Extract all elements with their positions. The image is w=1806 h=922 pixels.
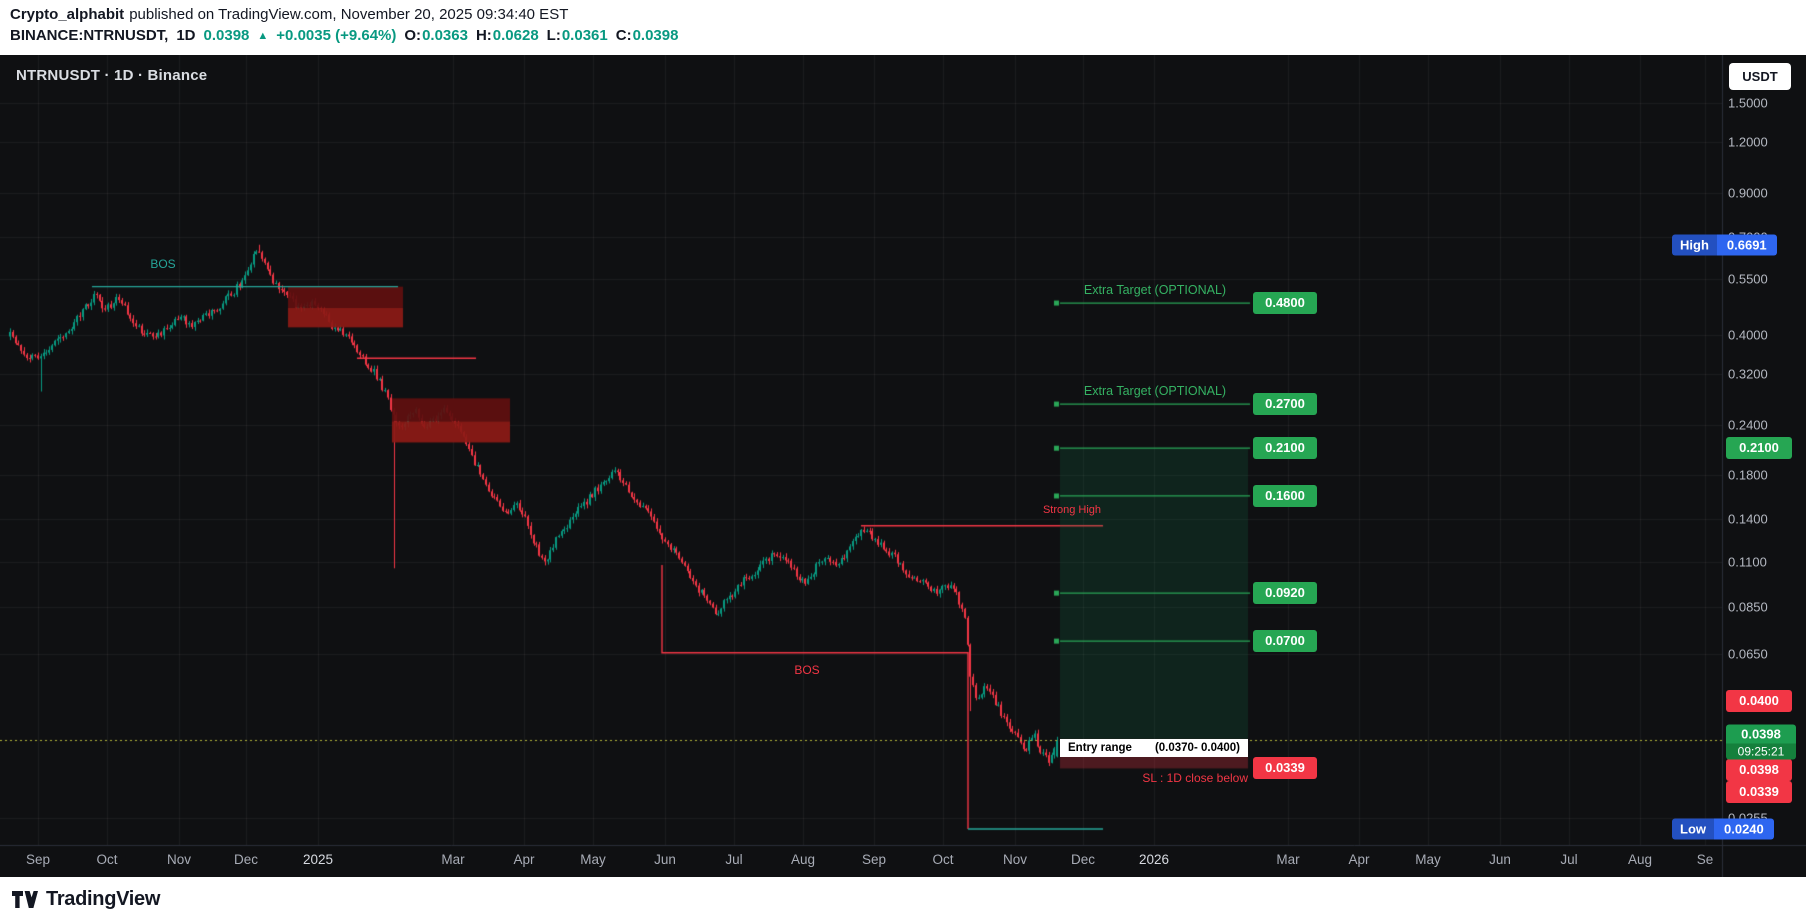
interval-label: 1D (176, 27, 196, 44)
time-axis-tick: Nov (166, 852, 192, 867)
candlestick-chart-canvas[interactable] (0, 55, 1806, 877)
time-axis-tick: Mar (1276, 852, 1300, 867)
price-axis-tick: 0.5500 (1728, 271, 1768, 287)
page-footer: TradingView (0, 877, 1806, 922)
range-low-label: Low 0.0240 (1672, 818, 1774, 840)
time-axis-tick: May (1415, 852, 1441, 867)
publish-header: Crypto_alphabit published on TradingView.… (0, 0, 1806, 55)
time-axis-tick: Aug (790, 852, 816, 867)
axis-price-label: 0.0398 (1726, 759, 1792, 782)
target-price-label[interactable]: 0.2700 (1253, 393, 1317, 416)
price-axis-tick: 0.2400 (1728, 417, 1768, 433)
time-axis-tick: Se (1696, 852, 1714, 867)
currency-toggle-button[interactable]: USDT (1729, 63, 1791, 90)
time-axis-tick: Jul (725, 852, 743, 867)
ohlc-close: C:0.0398 (615, 27, 679, 44)
price-axis-tick: 0.3200 (1728, 366, 1768, 382)
time-axis-tick: Mar (441, 852, 465, 867)
price-axis-tick: 0.4000 (1728, 327, 1768, 343)
axis-price-label: 0.0339 (1726, 781, 1792, 804)
time-axis-tick: Oct (932, 852, 954, 867)
published-text: published on TradingView.com, November 2… (129, 6, 569, 23)
time-axis-tick: Dec (233, 852, 259, 867)
time-axis-tick: Jul (1560, 852, 1578, 867)
time-axis-tick: Dec (1070, 852, 1096, 867)
chart-area[interactable]: NTRNUSDT · 1D · Binance USDT 1.5000 1.200… (0, 55, 1806, 877)
range-low-label-value: 0.0240 (1714, 818, 1774, 840)
last-price-value: 0.0398 (203, 27, 250, 44)
symbol-title: NTRNUSDT · 1D · Binance (16, 67, 208, 84)
tradingview-wordmark[interactable]: TradingView (46, 888, 161, 910)
range-high-label: High 0.6691 (1672, 234, 1777, 256)
entry-range-values: (0.0370- 0.0400) (1154, 742, 1240, 755)
current-price-value: 0.0398 (1726, 724, 1796, 744)
time-axis-tick: May (580, 852, 606, 867)
time-axis-tick: Jun (1489, 852, 1511, 867)
bos-label: BOS (150, 256, 176, 271)
entry-range-title: Entry range (1068, 742, 1132, 755)
stop-price-label[interactable]: 0.0339 (1253, 757, 1317, 780)
current-price-axis-label: 0.0398 09:25:21 (1726, 724, 1796, 760)
bos-label: BOS (794, 662, 820, 677)
price-change-value: +0.0035 (+9.64%) (276, 27, 397, 44)
range-high-label-title: High (1672, 234, 1717, 256)
price-axis-tick: 0.9000 (1728, 185, 1768, 201)
time-axis-tick: Oct (96, 852, 118, 867)
price-axis-tick: 0.0850 (1728, 599, 1768, 615)
up-triangle-icon: ▲ (257, 29, 269, 42)
price-axis-tick: 1.5000 (1728, 95, 1768, 111)
time-axis-tick: Jun (654, 852, 676, 867)
target-price-label[interactable]: 0.1600 (1253, 484, 1317, 507)
ohlc-low: L:0.0361 (546, 27, 608, 44)
symbol-info-bar: BINANCE:NTRNUSDT, 1D 0.0398 ▲ +0.0035 (+… (10, 27, 678, 44)
time-axis-tick: Apr (1348, 852, 1370, 867)
ohlc-high: H:0.0628 (475, 27, 539, 44)
publish-byline: Crypto_alphabit published on TradingView.… (10, 6, 568, 23)
price-axis-tick: 0.0650 (1728, 646, 1768, 662)
symbol-link[interactable]: BINANCE:NTRNUSDT, (10, 27, 169, 44)
price-axis-tick: 0.1100 (1728, 554, 1767, 570)
time-axis-tick: 2025 (302, 852, 334, 867)
target-price-label[interactable]: 0.4800 (1253, 292, 1317, 315)
time-axis-tick: Apr (513, 852, 535, 867)
target-price-label[interactable]: 0.2100 (1253, 437, 1317, 460)
price-axis-tick: 0.1400 (1728, 511, 1768, 527)
tradingview-logo-icon (12, 890, 38, 908)
range-high-label-value: 0.6691 (1716, 234, 1777, 256)
chart-overlay-labels: 1.50001.20000.90000.70000.55000.40000.32… (0, 55, 1806, 877)
bar-countdown-timer: 09:25:21 (1726, 743, 1796, 760)
stop-loss-note: SL : 1D close below (1142, 771, 1248, 786)
strong-high-label: Strong High (1042, 503, 1102, 516)
time-axis-tick: Nov (1002, 852, 1028, 867)
extra-target-note: Extra Target (OPTIONAL) (1083, 283, 1227, 298)
axis-price-label: 0.0400 (1726, 690, 1792, 713)
price-axis-tick: 1.2000 (1728, 134, 1768, 150)
entry-range-label[interactable]: Entry range (0.0370- 0.0400) (1060, 739, 1248, 758)
axis-target-price-label: 0.2100 (1726, 437, 1792, 460)
time-axis-tick: Sep (861, 852, 887, 867)
price-axis-tick: 0.1800 (1728, 467, 1768, 483)
range-low-label-title: Low (1672, 818, 1714, 840)
time-axis-tick: Sep (25, 852, 51, 867)
ohlc-open: O:0.0363 (404, 27, 468, 44)
target-price-label[interactable]: 0.0920 (1253, 582, 1317, 605)
target-price-label[interactable]: 0.0700 (1253, 630, 1317, 653)
time-axis-tick: Aug (1627, 852, 1653, 867)
extra-target-note: Extra Target (OPTIONAL) (1083, 384, 1227, 399)
time-axis-tick: 2026 (1138, 852, 1170, 867)
author-link[interactable]: Crypto_alphabit (10, 6, 125, 23)
